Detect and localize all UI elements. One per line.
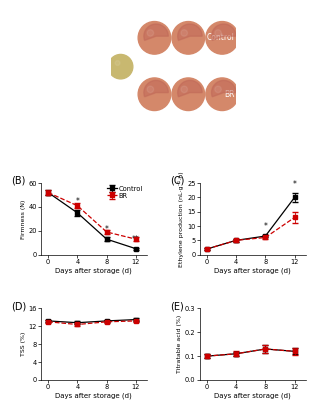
Circle shape xyxy=(115,60,120,66)
Wedge shape xyxy=(212,24,236,40)
Text: 0 d: 0 d xyxy=(114,9,127,18)
Legend: Control, BR: Control, BR xyxy=(106,185,143,199)
Text: (D): (D) xyxy=(11,301,26,311)
Circle shape xyxy=(172,22,204,54)
Circle shape xyxy=(181,30,187,36)
Circle shape xyxy=(215,30,221,36)
Y-axis label: Ethylene production (nL·g⁻¹·h): Ethylene production (nL·g⁻¹·h) xyxy=(178,171,184,267)
Text: *: * xyxy=(293,180,296,190)
Wedge shape xyxy=(178,24,202,40)
Text: (B): (B) xyxy=(11,176,26,186)
Circle shape xyxy=(215,86,221,93)
Circle shape xyxy=(138,78,171,110)
Y-axis label: Titratable acid (%): Titratable acid (%) xyxy=(177,315,182,373)
Text: 2 cm: 2 cm xyxy=(113,113,130,119)
Wedge shape xyxy=(178,80,202,97)
Text: 4 d: 4 d xyxy=(148,8,161,17)
Wedge shape xyxy=(144,24,168,40)
Text: (E): (E) xyxy=(170,301,184,311)
X-axis label: Days after storage (d): Days after storage (d) xyxy=(55,268,132,274)
Circle shape xyxy=(138,22,171,54)
Text: BR: BR xyxy=(224,90,235,99)
Text: 8 d: 8 d xyxy=(182,8,195,17)
Wedge shape xyxy=(144,80,168,97)
Text: *: * xyxy=(105,225,109,234)
Circle shape xyxy=(147,86,154,93)
Text: 12 d: 12 d xyxy=(213,8,232,17)
Text: **: ** xyxy=(132,235,140,244)
Circle shape xyxy=(181,86,187,93)
Text: (C): (C) xyxy=(170,176,185,186)
Circle shape xyxy=(108,54,133,79)
Circle shape xyxy=(147,30,154,36)
Circle shape xyxy=(206,78,238,110)
Y-axis label: Firmness (N): Firmness (N) xyxy=(20,199,26,238)
Text: *: * xyxy=(76,197,79,206)
X-axis label: Days after storage (d): Days after storage (d) xyxy=(55,393,132,400)
Y-axis label: TSS (%): TSS (%) xyxy=(20,332,26,356)
Text: *: * xyxy=(263,222,267,231)
Text: Control: Control xyxy=(207,33,235,42)
X-axis label: Days after storage (d): Days after storage (d) xyxy=(214,268,291,274)
X-axis label: Days after storage (d): Days after storage (d) xyxy=(214,393,291,400)
Wedge shape xyxy=(212,80,236,97)
Circle shape xyxy=(172,78,204,110)
Text: (A): (A) xyxy=(112,9,126,18)
Circle shape xyxy=(206,22,238,54)
